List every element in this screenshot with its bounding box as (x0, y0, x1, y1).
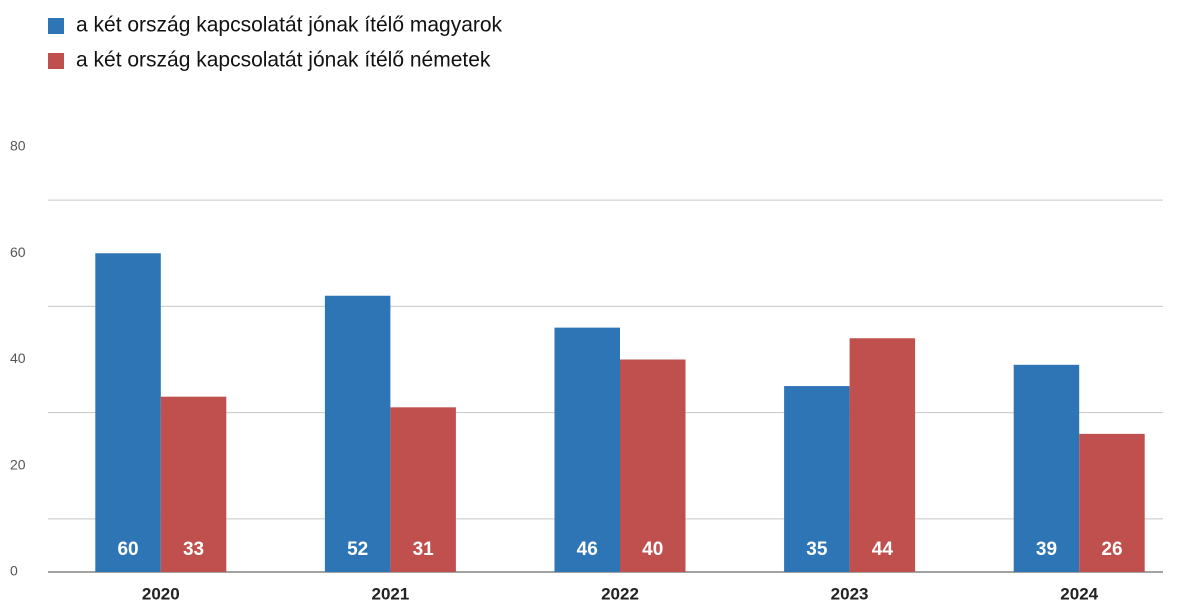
value-label: 52 (347, 539, 368, 560)
value-label: 60 (117, 539, 138, 560)
y-tick-label: 20 (10, 456, 26, 472)
bar (554, 327, 620, 572)
bar (849, 338, 916, 572)
value-label: 44 (872, 539, 894, 560)
bar (1013, 364, 1080, 572)
value-label: 31 (413, 539, 435, 560)
value-label: 33 (183, 539, 204, 560)
bar (620, 359, 686, 572)
legend-swatch (48, 53, 64, 69)
legend-label: a két ország kapcsolatát jónak ítélő ném… (76, 49, 491, 72)
value-label: 46 (577, 539, 598, 560)
legend-swatch (48, 18, 64, 34)
bar (390, 407, 456, 572)
bar (784, 386, 850, 572)
y-tick-label: 60 (10, 244, 26, 260)
y-tick-label: 80 (10, 138, 26, 154)
x-tick-label: 2024 (1060, 584, 1098, 603)
bar (324, 295, 391, 572)
value-label: 40 (642, 539, 663, 560)
value-label: 35 (806, 539, 828, 560)
x-tick-label: 2021 (371, 584, 409, 603)
y-tick-label: 0 (10, 563, 18, 579)
value-label: 26 (1101, 539, 1122, 560)
value-label: 39 (1036, 539, 1057, 560)
y-tick-label: 40 (10, 350, 26, 366)
bar (160, 396, 227, 572)
x-tick-label: 2023 (831, 584, 869, 603)
legend-label: a két ország kapcsolatát jónak ítélő mag… (76, 14, 503, 37)
x-tick-label: 2022 (601, 584, 639, 603)
bar (1079, 433, 1145, 572)
x-tick-label: 2020 (142, 584, 180, 603)
bar (95, 253, 161, 572)
